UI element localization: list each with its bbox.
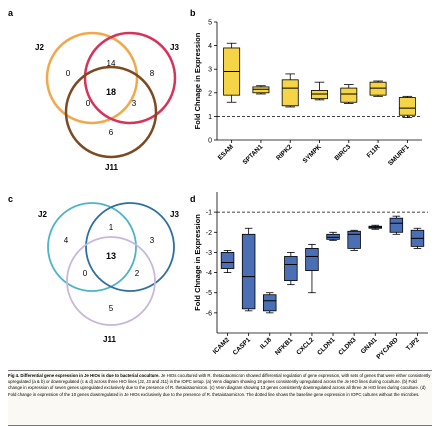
chart-d-y-axis-label: Fold Chnage in Expression xyxy=(193,214,202,311)
chart-b-x-tick-label: BIRC3 xyxy=(333,143,352,162)
chart-d-x-tick-label: TJP2 xyxy=(405,336,421,352)
chart-d-x-tick-label: PYCARD xyxy=(375,336,400,361)
venn-c-count-j3-j11: 2 xyxy=(135,269,140,278)
venn-a-count-j2-j11: 0 xyxy=(86,99,91,108)
venn-c-count-only-j2: 4 xyxy=(64,236,69,245)
chart-d-y-tick-label: -2 xyxy=(206,230,212,237)
chart-b-y-tick-label: 3 xyxy=(208,67,212,74)
venn-c-count-j2-j11: 0 xyxy=(83,269,88,278)
panel-b-letter: b xyxy=(190,8,196,18)
venn-a-circle-j2 xyxy=(45,31,139,125)
chart-b-x-tick-label: ESAM xyxy=(217,143,235,161)
chart-b-y-tick-label: 2 xyxy=(208,90,212,97)
venn-c-label-j11: J11 xyxy=(103,335,116,344)
chart-d-x-tick-label: CLDN3 xyxy=(337,336,358,357)
chart-b-x-tick-label: SMURF1 xyxy=(387,143,411,167)
chart-b-y-axis-label: Fold Chnage in Expression xyxy=(193,32,202,129)
chart-d-y-tick-label: -3 xyxy=(206,250,212,257)
chart-b-y-tick-label: 0 xyxy=(208,138,212,145)
venn-a-label-j3: J3 xyxy=(170,43,179,52)
caption-lead: Fig 4. Differential gene expression in J… xyxy=(8,373,160,378)
venn-c-count-j2-j3: 1 xyxy=(109,223,114,232)
chart-b-x-tick-label: SYMPK xyxy=(302,143,324,165)
venn-a-label-j2: J2 xyxy=(35,43,44,52)
venn-c-count-center: 13 xyxy=(106,251,116,261)
chart-d-x-tick-label: IL18 xyxy=(259,336,273,350)
chart-d: -6 -5 -4 -3 -2 -1 Fold Chnage in Expression ICA… xyxy=(193,192,428,361)
chart-d-box xyxy=(389,217,404,233)
venn-c-circle-j2 xyxy=(47,202,137,292)
chart-b-y-tick-label: 1 xyxy=(208,114,212,121)
chart-d-x-tick-label: ICAM2 xyxy=(212,336,232,356)
chart-b-box xyxy=(369,81,387,96)
chart-b-box xyxy=(311,90,328,100)
chart-d-x-tick-label: GNAI1 xyxy=(360,336,379,355)
venn-c-circle-j3 xyxy=(85,202,175,292)
chart-b-x-tick-label: F11R xyxy=(366,143,382,159)
chart-d-y-tick-label: -6 xyxy=(206,310,212,317)
chart-d-y-tick-label: -4 xyxy=(206,270,212,277)
venn-a-circle-j3 xyxy=(83,31,177,125)
panel-c-letter: c xyxy=(8,194,14,204)
chart-b: 0 1 2 3 4 5 Fold Chnage in Expression ESAM SPTAN… xyxy=(193,20,422,167)
venn-a-count-only-j2: 0 xyxy=(66,69,71,78)
venn-c-label-j2: J2 xyxy=(38,210,47,219)
caption-body: Je HIOs cocultured with R. thetaiotaomic… xyxy=(8,373,431,397)
chart-d-box xyxy=(220,252,235,269)
chart-d-box xyxy=(263,294,277,312)
panel-a-letter: a xyxy=(8,8,14,18)
chart-d-x-tick-label: NFKB1 xyxy=(274,336,295,357)
chart-d-y-tick-label: -1 xyxy=(206,210,212,217)
chart-d-box xyxy=(241,233,256,310)
venn-c-label-j3: J3 xyxy=(170,210,179,219)
chart-d-y-tick-label: -5 xyxy=(206,290,212,297)
venn-c: J2 J3 J11 4 1 3 13 0 2 5 xyxy=(38,202,179,344)
venn-a: J2 J3 J11 0 14 8 18 0 3 6 xyxy=(35,31,179,172)
venn-c-circle-j11 xyxy=(66,236,156,326)
chart-b-y-tick-label: 4 xyxy=(208,43,212,50)
venn-c-count-only-j3: 3 xyxy=(150,236,155,245)
chart-d-box xyxy=(284,256,298,282)
panel-d-letter: d xyxy=(190,194,196,204)
venn-a-label-j11: J11 xyxy=(105,163,118,172)
venn-a-circle-j11 xyxy=(64,65,158,159)
venn-a-count-j2-j3: 14 xyxy=(107,59,116,68)
chart-b-box xyxy=(252,86,270,94)
figure-caption: Fig 4. Differential gene expression in J… xyxy=(8,370,432,426)
venn-a-count-center: 18 xyxy=(106,87,116,97)
venn-a-count-only-j3: 8 xyxy=(150,69,155,78)
chart-b-box xyxy=(281,79,299,107)
chart-b-x-tick-label: RIPK2 xyxy=(275,143,294,162)
chart-b-y-tick-label: 5 xyxy=(208,20,212,27)
venn-a-count-only-j11: 6 xyxy=(109,128,114,137)
chart-b-box xyxy=(398,97,416,116)
chart-b-x-tick-label: SPTAN1 xyxy=(242,143,265,166)
chart-d-x-tick-label: CLDN1 xyxy=(316,336,337,357)
venn-a-count-j3-j11: 3 xyxy=(132,99,137,108)
venn-c-count-only-j11: 5 xyxy=(109,304,114,313)
chart-d-box xyxy=(326,233,340,240)
chart-d-box xyxy=(347,230,361,249)
chart-b-box xyxy=(340,87,358,103)
chart-d-box xyxy=(305,248,319,271)
chart-d-x-tick-label: CASP1 xyxy=(232,336,253,357)
chart-d-x-tick-label: CXCL2 xyxy=(295,336,315,356)
